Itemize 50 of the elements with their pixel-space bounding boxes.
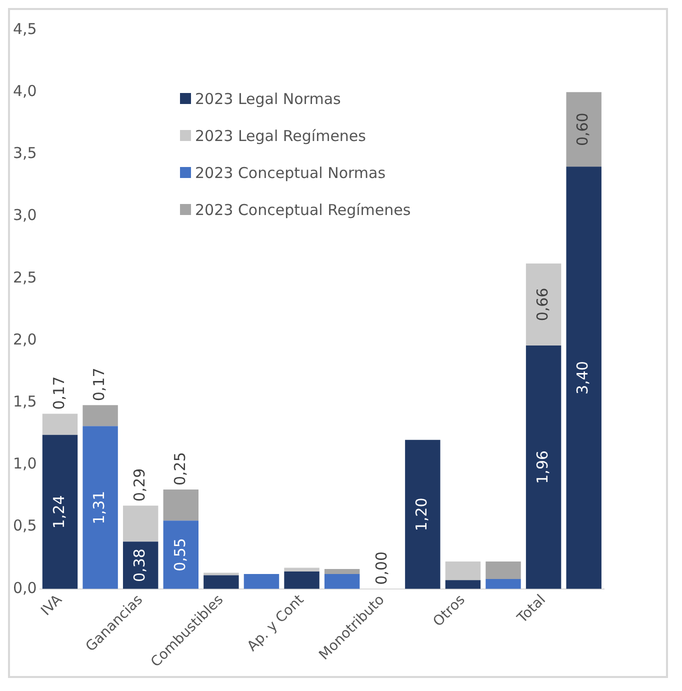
data-label: 1,20 bbox=[412, 498, 431, 532]
legend-label: 2023 Legal Regímenes bbox=[195, 126, 366, 144]
bar bbox=[163, 490, 198, 521]
bar bbox=[324, 574, 360, 589]
y-tick-label: 1,5 bbox=[12, 392, 37, 410]
bar bbox=[122, 506, 158, 542]
y-tick-label: 0,0 bbox=[12, 578, 37, 597]
bar bbox=[82, 426, 118, 589]
data-label: 1,96 bbox=[533, 450, 552, 484]
data-label: 0,17 bbox=[90, 368, 108, 402]
data-label: 0,25 bbox=[170, 452, 189, 486]
y-tick-label: 3,0 bbox=[12, 206, 37, 224]
bar bbox=[526, 345, 562, 589]
y-tick-label: 2,5 bbox=[12, 268, 37, 286]
bar bbox=[445, 562, 481, 580]
data-label: 0,00 bbox=[372, 551, 390, 585]
data-label: 3,40 bbox=[574, 361, 592, 394]
data-label: 1,31 bbox=[90, 490, 108, 524]
bar bbox=[526, 263, 562, 346]
y-tick-label: 0,5 bbox=[12, 516, 37, 535]
bar bbox=[204, 575, 239, 589]
bar bbox=[566, 92, 602, 167]
bar bbox=[486, 562, 521, 579]
bar bbox=[42, 414, 78, 435]
y-tick-label: 4,0 bbox=[12, 82, 37, 100]
bar bbox=[324, 569, 360, 574]
y-tick-label: 2,0 bbox=[12, 330, 37, 348]
y-tick-label: 3,5 bbox=[12, 144, 37, 162]
bar bbox=[163, 520, 198, 589]
legend-label: 2023 Legal Normas bbox=[195, 90, 341, 108]
bar bbox=[284, 568, 320, 572]
y-tick-label: 1,0 bbox=[12, 454, 37, 473]
data-label: 0,66 bbox=[533, 288, 552, 322]
bar bbox=[204, 572, 239, 576]
x-tick-label: IVA bbox=[38, 592, 66, 620]
bar bbox=[445, 580, 481, 589]
data-label: 0,29 bbox=[130, 468, 148, 502]
legend-label: 2023 Conceptual Normas bbox=[195, 164, 386, 182]
bar bbox=[244, 574, 280, 589]
data-label: 1,24 bbox=[50, 495, 68, 529]
data-label: 0,38 bbox=[130, 548, 148, 582]
data-label: 0,55 bbox=[170, 538, 189, 572]
data-label: 0,17 bbox=[50, 376, 68, 410]
y-tick-label: 4,5 bbox=[12, 20, 37, 38]
bar bbox=[284, 571, 320, 589]
data-label: 0,60 bbox=[574, 112, 592, 146]
legend-label: 2023 Conceptual Regímenes bbox=[195, 200, 411, 218]
bar bbox=[82, 405, 118, 426]
bar bbox=[486, 578, 521, 589]
bar bbox=[42, 434, 78, 589]
